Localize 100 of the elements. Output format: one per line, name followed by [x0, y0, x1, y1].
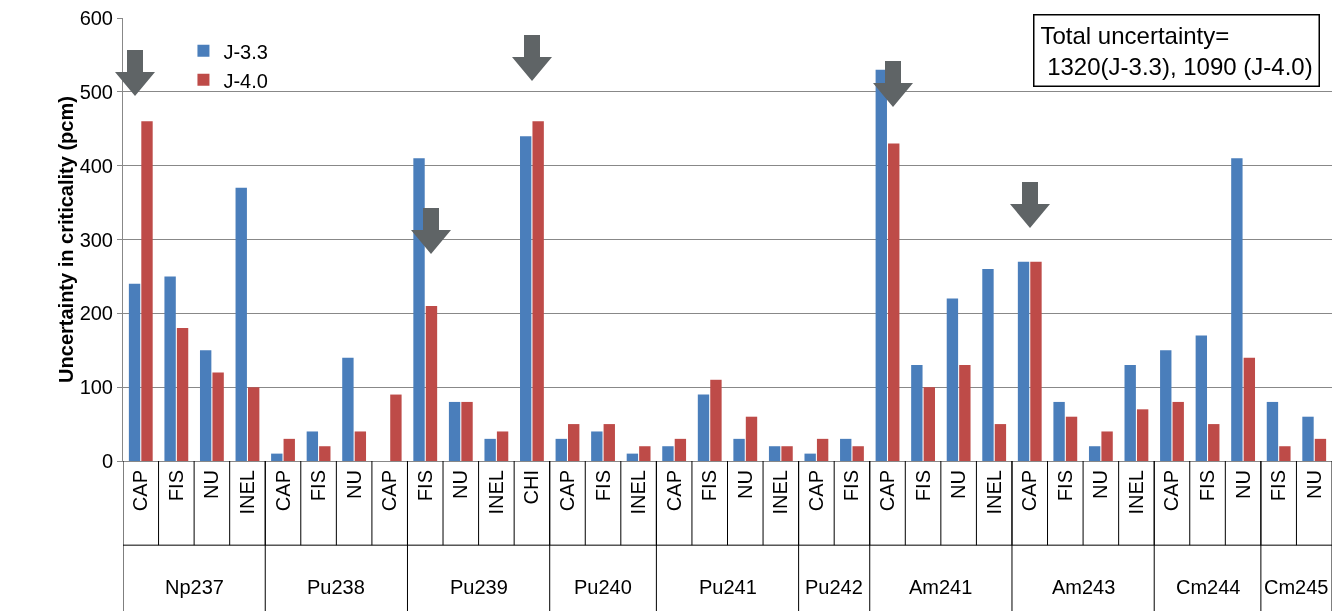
- bar: [781, 446, 793, 461]
- bar: [733, 438, 745, 461]
- y-tick-label: 200: [79, 302, 113, 325]
- x-tick-label: FIS: [1267, 470, 1290, 502]
- bar: [923, 387, 935, 461]
- x-tick-label: CAP: [271, 470, 294, 512]
- bar: [639, 446, 651, 461]
- bar: [674, 438, 687, 461]
- bar: [946, 298, 959, 461]
- bar: [804, 453, 816, 461]
- bar: [1314, 438, 1327, 461]
- bar: [164, 276, 176, 461]
- x-tick-label: CAP: [662, 470, 685, 512]
- x-tick-label: INEL: [235, 470, 258, 515]
- bar: [176, 328, 189, 461]
- text: Pu240: [574, 576, 632, 598]
- bar: [852, 446, 864, 461]
- bar: [875, 69, 887, 461]
- bar: [390, 394, 402, 461]
- y-tick-label: 0: [101, 450, 113, 472]
- text: Cm245: [1264, 576, 1329, 598]
- bar: [212, 372, 224, 461]
- bar: [994, 424, 1007, 461]
- bar: [1208, 424, 1220, 461]
- text: Am241: [909, 576, 973, 598]
- legend-label: J-3.3: [223, 40, 268, 63]
- x-tick-label: CAP: [378, 470, 401, 512]
- bar: [319, 446, 331, 461]
- y-tick-label: 300: [79, 228, 113, 251]
- x-tick-label: CAP: [804, 470, 827, 512]
- text: Pu241: [699, 576, 757, 598]
- bar: [283, 438, 295, 461]
- bar: [1172, 401, 1184, 461]
- bar: [1266, 401, 1279, 461]
- bar: [982, 269, 994, 461]
- bar: [710, 379, 722, 461]
- x-tick-label: INEL: [769, 470, 792, 515]
- bar: [555, 438, 567, 461]
- y-tick-label: 100: [79, 376, 113, 399]
- bar: [199, 350, 212, 461]
- text: Cm244: [1176, 576, 1241, 598]
- bar: [768, 446, 781, 461]
- x-tick-label: INEL: [1124, 470, 1147, 515]
- x-tick-label: NU: [733, 470, 756, 499]
- x-tick-label: INEL: [982, 470, 1005, 515]
- x-tick-label: NU: [342, 470, 365, 499]
- bar: [1231, 158, 1243, 461]
- bar: [354, 431, 367, 461]
- y-axis-title: Uncertainty in criticality (pcm): [55, 96, 77, 383]
- bar: [1302, 416, 1314, 461]
- text: Pu239: [450, 576, 508, 598]
- bar: [461, 401, 473, 461]
- x-tick-label: CAP: [555, 470, 578, 512]
- x-tick-label: CHI: [520, 470, 543, 505]
- bar: [697, 394, 710, 461]
- x-tick-label: INEL: [484, 470, 507, 515]
- bar: [425, 305, 438, 461]
- y-tick-label: 500: [79, 80, 113, 103]
- bar: [235, 187, 247, 461]
- bar: [662, 446, 674, 461]
- bar: [520, 136, 532, 461]
- annotation: Total uncertainty= 1320(J-3.3), 1090 (J-4.0): [1040, 21, 1313, 80]
- text: Pu238: [307, 576, 365, 598]
- x-tick-label: FIS: [840, 470, 863, 502]
- bar: [247, 387, 260, 461]
- bar: [1279, 446, 1291, 461]
- bar: [413, 158, 425, 461]
- bar: [816, 438, 829, 461]
- bar: [626, 453, 639, 461]
- x-tick-label: CAP: [876, 470, 899, 512]
- bar: [1030, 261, 1042, 461]
- bar: [1124, 365, 1136, 461]
- bar: [1101, 431, 1113, 461]
- x-tick-label: FIS: [1196, 470, 1219, 502]
- bar: [448, 401, 461, 461]
- bar: [1136, 409, 1149, 461]
- text: Am243: [1052, 576, 1116, 598]
- x-tick-label: NU: [1231, 470, 1254, 499]
- bar: [1017, 261, 1030, 461]
- bar: [1195, 335, 1208, 461]
- x-tick-label: NU: [947, 470, 970, 499]
- bar: [1160, 350, 1172, 461]
- bar: [591, 431, 603, 461]
- bar: [911, 365, 923, 461]
- x-tick-label: CAP: [1018, 470, 1041, 512]
- x-tick-label: NU: [1302, 470, 1325, 499]
- bar: [128, 283, 141, 461]
- bar: [306, 431, 319, 461]
- bar: [1243, 357, 1256, 461]
- x-tick-label: NU: [1089, 470, 1112, 499]
- bar: [141, 121, 153, 461]
- x-tick-label: CAP: [1160, 470, 1183, 512]
- x-tick-label: INEL: [627, 470, 650, 515]
- legend-label: J-4.0: [223, 69, 268, 92]
- bar: [532, 121, 544, 461]
- y-tick-label: 600: [79, 7, 113, 29]
- x-tick-label: FIS: [413, 470, 436, 502]
- text: Pu242: [805, 576, 863, 598]
- x-tick-label: FIS: [1053, 470, 1076, 502]
- bar: [496, 431, 509, 461]
